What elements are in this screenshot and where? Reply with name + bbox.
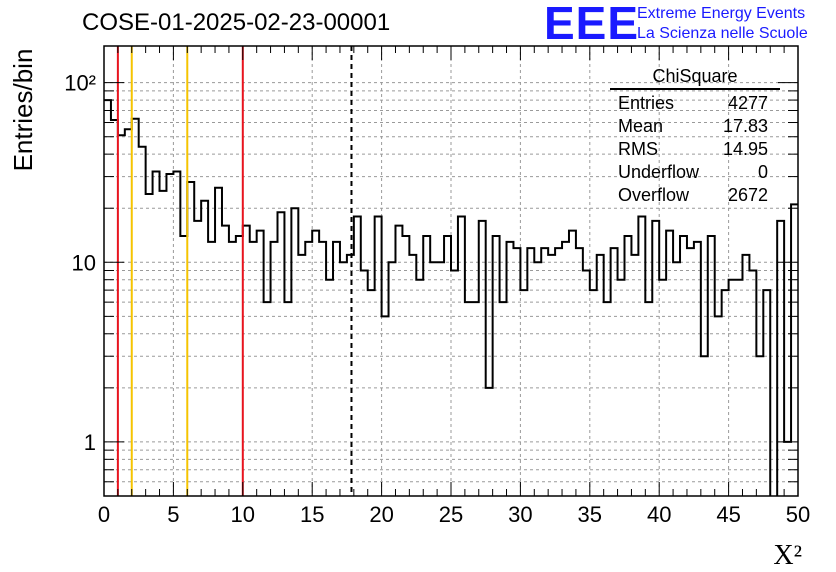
logo-line-1: Extreme Energy Events <box>637 5 806 22</box>
page-title: COSE-01-2025-02-23-00001 <box>82 9 391 36</box>
x-axis-label: X² <box>773 540 802 571</box>
stats-label: RMS <box>618 139 658 159</box>
x-tick-label: 15 <box>300 502 324 527</box>
histogram-line <box>104 99 798 496</box>
stats-label: Entries <box>618 93 675 113</box>
stats-label: Underflow <box>618 162 700 182</box>
y-tick-label: 10² <box>64 71 96 96</box>
logo-line-2: La Scienza nelle Scuole <box>637 25 808 42</box>
stats-value: 17.83 <box>722 116 768 136</box>
x-tick-label: 20 <box>369 502 393 527</box>
stats-value: 14.95 <box>722 139 768 159</box>
eee-logo: EEE <box>544 0 640 49</box>
stats-title: ChiSquare <box>610 66 780 90</box>
y-axis-label: Entries/bin <box>8 49 38 172</box>
stats-row-overflow: Overflow 2672 <box>610 184 780 207</box>
x-tick-label: 25 <box>439 502 463 527</box>
stats-row-entries: Entries 4277 <box>610 92 780 115</box>
stats-box: ChiSquare Entries 4277 Mean 17.83 RMS 14… <box>610 66 780 207</box>
x-tick-label: 40 <box>647 502 671 527</box>
stats-row-underflow: Underflow 0 <box>610 161 780 184</box>
stats-value: 4277 <box>727 93 768 113</box>
y-tick-label: 1 <box>84 430 96 455</box>
stats-label: Mean <box>618 116 664 136</box>
stats-value: 2672 <box>727 185 768 205</box>
stats-value: 0 <box>757 162 768 182</box>
x-tick-label: 30 <box>508 502 532 527</box>
x-tick-label: 0 <box>98 502 110 527</box>
stats-label: Overflow <box>618 185 690 205</box>
x-tick-label: 45 <box>716 502 740 527</box>
stats-row-mean: Mean 17.83 <box>610 115 780 138</box>
y-tick-label: 10 <box>72 250 96 275</box>
stats-row-rms: RMS 14.95 <box>610 138 780 161</box>
x-tick-label: 50 <box>786 502 810 527</box>
x-tick-label: 10 <box>231 502 255 527</box>
x-tick-label: 5 <box>167 502 179 527</box>
x-tick-label: 35 <box>578 502 602 527</box>
